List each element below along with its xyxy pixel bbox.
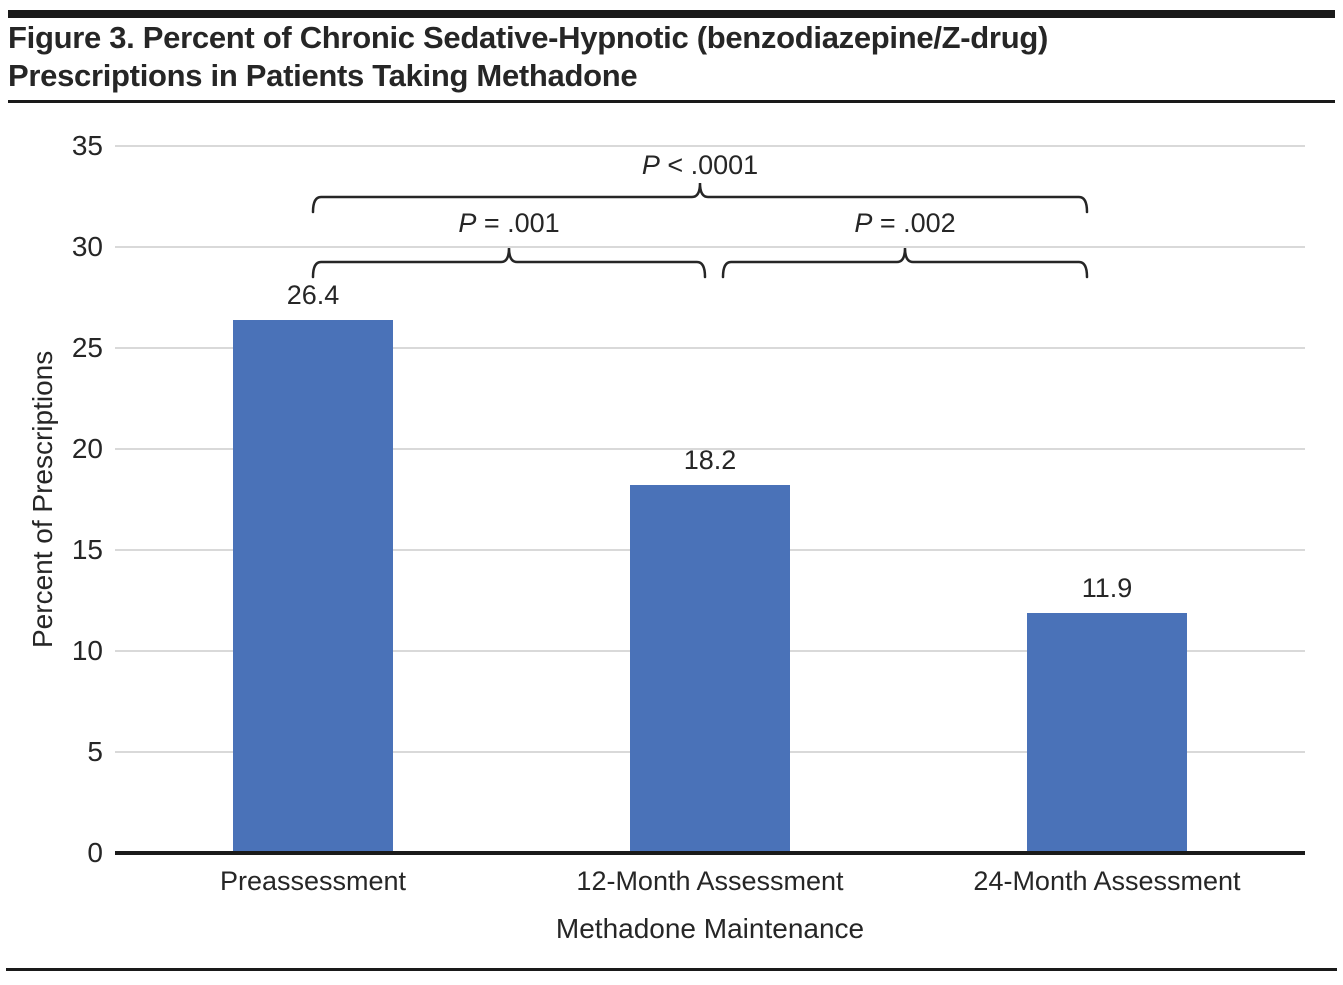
bar-value-label-2: 11.9 (1081, 572, 1133, 603)
figure-title: Figure 3. Percent of Chronic Sedative-Hy… (8, 20, 1048, 93)
y-tick-30: 30 (71, 231, 103, 262)
x-tick-2: 24-Month Assessment (973, 866, 1241, 896)
y-tick-20: 20 (71, 433, 103, 464)
y-tick-15: 15 (71, 534, 103, 565)
bar-value-label-1: 18.2 (683, 445, 737, 476)
y-tick-25: 25 (71, 332, 103, 363)
x-tick-0: Preassessment (219, 866, 407, 896)
bar-1 (630, 485, 790, 853)
gridline-30 (115, 246, 1305, 248)
bar-value-label-0: 26.4 (286, 279, 340, 310)
p-value-label-2: P = .002 (854, 208, 956, 238)
title-underline (8, 100, 1335, 103)
gridline-35 (115, 145, 1305, 147)
x-axis-line (115, 851, 1305, 855)
brace-2 (721, 247, 1089, 279)
y-tick-10: 10 (71, 635, 103, 666)
p-value-label-0: P < .0001 (641, 150, 759, 180)
y-tick-35: 35 (71, 130, 103, 161)
y-tick-0: 0 (87, 837, 103, 868)
top-rule (8, 10, 1335, 18)
bottom-rule (6, 968, 1337, 971)
gridline-20 (115, 448, 1305, 450)
x-axis-title: Methadone Maintenance (555, 913, 865, 944)
x-tick-1: 12-Month Assessment (576, 866, 844, 896)
brace-1 (311, 247, 707, 279)
p-value-label-1: P = .001 (458, 208, 560, 238)
brace-0 (311, 182, 1089, 214)
gridline-25 (115, 347, 1305, 349)
y-tick-5: 5 (87, 736, 103, 767)
bar-0 (233, 319, 393, 853)
bar-2 (1027, 612, 1187, 853)
